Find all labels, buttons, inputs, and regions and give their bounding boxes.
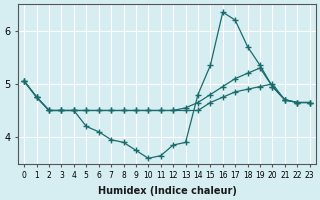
X-axis label: Humidex (Indice chaleur): Humidex (Indice chaleur) [98, 186, 236, 196]
